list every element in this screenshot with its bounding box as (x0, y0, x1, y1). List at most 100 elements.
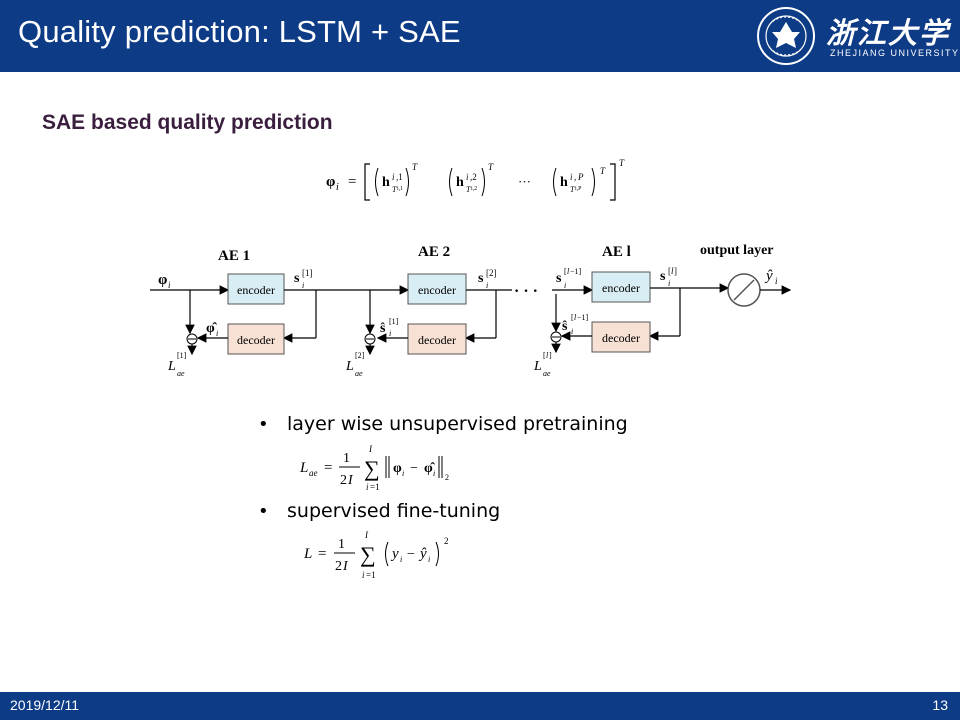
svg-text:−1]: −1] (570, 267, 582, 276)
svg-text:,2: ,2 (470, 172, 477, 182)
svg-text:P: P (577, 172, 584, 182)
ae-label-1: AE 1 (218, 248, 250, 264)
svg-text:y: y (390, 546, 399, 562)
svg-text:T: T (570, 185, 575, 194)
svg-text:i: i (168, 280, 171, 290)
footer-date: 2019/12/11 (10, 697, 80, 713)
svg-text:φ: φ (158, 272, 167, 288)
university-seal-icon (757, 7, 815, 65)
svg-text:2: 2 (444, 536, 449, 546)
svg-text:φ̂: φ̂ (206, 321, 218, 336)
layer-ellipsis: · · · (514, 283, 538, 300)
svg-text:,: , (574, 172, 576, 182)
output-layer-label: output layer (700, 243, 774, 258)
svg-text:∑: ∑ (364, 456, 380, 481)
svg-text:ae: ae (177, 369, 185, 378)
decoder-label-1: decoder (237, 333, 275, 347)
svg-text:ae: ae (543, 369, 551, 378)
svg-text:i: i (336, 182, 339, 193)
svg-text:i: i (392, 172, 395, 182)
svg-text:s: s (556, 271, 562, 286)
page-number: 13 (932, 697, 948, 713)
svg-text:i: i (486, 281, 488, 290)
university-name-cn: 浙江大学 (826, 16, 951, 50)
svg-text:i: i (564, 281, 566, 290)
svg-text:,1: ,1 (396, 172, 403, 182)
encoder-label-1: encoder (237, 283, 275, 297)
ae-label-l: AE l (602, 244, 631, 260)
svg-text:l: l (546, 351, 549, 360)
svg-text:]: ] (549, 351, 552, 360)
svg-text:∑: ∑ (360, 542, 376, 567)
svg-text:l: l (671, 266, 674, 276)
svg-text:φ: φ (326, 174, 335, 190)
svg-text:i: i (433, 469, 435, 478)
encoder-label-l: encoder (602, 281, 640, 295)
decoder-label-2: decoder (418, 333, 456, 347)
svg-text:2: 2 (335, 559, 342, 574)
svg-text:[2]: [2] (355, 351, 365, 360)
svg-text:2: 2 (445, 473, 449, 482)
footer-bar: 2019/12/11 13 (0, 692, 960, 720)
svg-text:[2]: [2] (486, 268, 497, 278)
svg-text:h: h (560, 175, 568, 190)
svg-text:[: [ (668, 266, 671, 276)
svg-text:i,P: i,P (575, 186, 582, 192)
svg-text:]: ] (674, 266, 677, 276)
svg-text:=: = (324, 460, 332, 476)
svg-text:2: 2 (340, 473, 347, 488)
svg-text:I: I (347, 473, 354, 488)
svg-text:···: ··· (518, 174, 531, 189)
decoder-box-2 (407, 323, 467, 355)
encoder-box-2 (407, 273, 467, 305)
bullet-text-1: layer wise unsupervised pretraining (287, 413, 628, 435)
encoder-label-2: encoder (418, 283, 456, 297)
svg-text:[: [ (564, 267, 567, 276)
svg-text:T: T (392, 185, 397, 194)
encoder-box-1 (227, 273, 285, 305)
svg-text:T: T (466, 185, 471, 194)
svg-text:I: I (342, 559, 349, 574)
ae-label-2: AE 2 (418, 244, 450, 260)
decoder-box-1 (227, 323, 285, 355)
svg-text:[1]: [1] (302, 268, 313, 278)
svg-text:i: i (302, 281, 304, 290)
svg-text:h: h (382, 175, 390, 190)
svg-text:I: I (364, 530, 369, 540)
svg-text:s: s (478, 271, 484, 286)
svg-text:T: T (619, 158, 625, 168)
svg-text:T: T (600, 166, 606, 176)
bullet-dot-2: • (258, 501, 269, 522)
svg-text:−1]: −1] (577, 313, 589, 322)
svg-text:ŷ: ŷ (764, 268, 773, 284)
svg-text:L: L (533, 359, 542, 374)
svg-text:i: i (428, 555, 430, 564)
svg-text:[1]: [1] (177, 351, 187, 360)
svg-text:i: i (466, 172, 469, 182)
svg-text:φ: φ (393, 461, 402, 476)
svg-text:i: i (216, 329, 218, 338)
svg-text:i: i (402, 469, 404, 478)
svg-text:h: h (456, 175, 464, 190)
svg-text:1: 1 (343, 451, 350, 466)
svg-text:i: i (389, 329, 391, 338)
svg-text:i,1: i,1 (397, 186, 403, 192)
svg-text:i: i (366, 482, 369, 492)
svg-text:i: i (362, 570, 365, 580)
decoder-label-l: decoder (602, 331, 640, 345)
svg-text:T: T (488, 162, 494, 172)
svg-text:L: L (167, 359, 176, 374)
slide-title: Quality prediction: LSTM + SAE (18, 14, 461, 49)
svg-text:=: = (348, 174, 356, 190)
svg-text:1: 1 (338, 537, 345, 552)
svg-text:i: i (668, 279, 670, 288)
university-name-en: ZHEJIANG UNIVERSITY (830, 48, 960, 58)
svg-text:L: L (345, 359, 354, 374)
encoder-box-l (591, 271, 651, 303)
sae-architecture-diagram: AE 1 AE 2 AE l output layer φ i encoder … (150, 243, 792, 378)
header-bar: Quality prediction: LSTM + SAE 浙江大学 ZHEJ… (0, 0, 960, 72)
svg-text:i: i (775, 276, 778, 286)
